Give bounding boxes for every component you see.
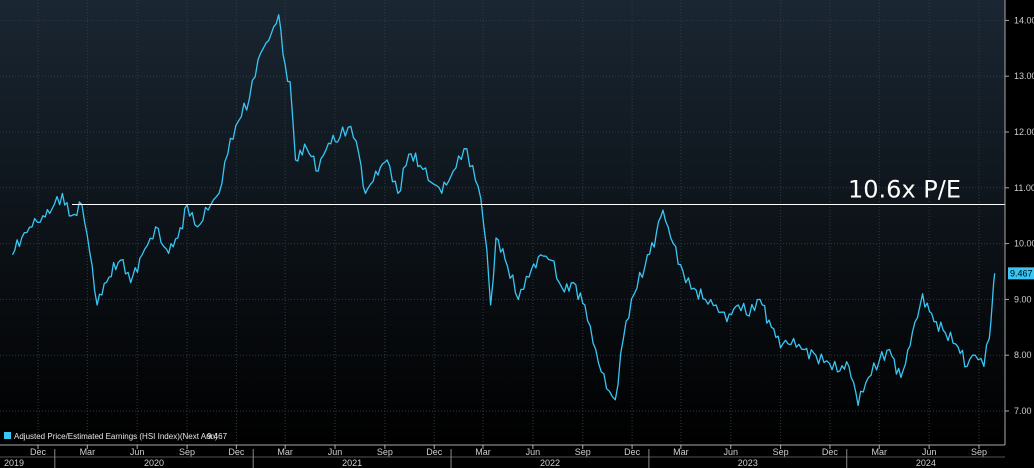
- x-tick-label: Mar: [872, 447, 888, 457]
- x-tick-label: Dec: [30, 447, 47, 457]
- year-label: 2021: [342, 458, 362, 468]
- plot-background: [0, 0, 1005, 445]
- gridlines: [0, 0, 1005, 445]
- year-axis: 2019 2020 2021 2022 2023 2024: [0, 449, 1005, 468]
- x-tick-label: Dec: [426, 447, 443, 457]
- y-tick-label: 11.00: [1014, 183, 1034, 193]
- x-tick-label: Sep: [179, 447, 195, 457]
- last-value-box: [1008, 267, 1034, 280]
- y-tick-label: 10.00: [1014, 239, 1034, 249]
- legend-swatch: [4, 432, 11, 439]
- x-tick-label: Jun: [922, 447, 937, 457]
- reference-line-label: 10.6x P/E: [848, 176, 961, 204]
- x-tick-label: Dec: [822, 447, 839, 457]
- legend-last-value: 9.467: [207, 432, 228, 441]
- y-tick-label: 7.00: [1014, 406, 1032, 416]
- x-tick-label: Jun: [526, 447, 541, 457]
- last-value-label: 9.467: [1010, 268, 1033, 278]
- x-tick-label: Jun: [130, 447, 145, 457]
- y-tick-label: 13.00: [1014, 71, 1034, 81]
- x-tick-label: Mar: [673, 447, 689, 457]
- x-tick-label: Dec: [624, 447, 641, 457]
- year-label: 2020: [144, 458, 164, 468]
- reference-line-group: 10.6x P/E: [72, 176, 1005, 206]
- y-tick-label: 9.00: [1014, 294, 1032, 304]
- y-tick-label: 8.00: [1014, 350, 1032, 360]
- x-tick-label: Mar: [80, 447, 96, 457]
- y-tick-label: 12.00: [1014, 127, 1034, 137]
- x-tick-label: Mar: [277, 447, 293, 457]
- series-group: [11, 14, 996, 407]
- x-tick-label: Dec: [228, 447, 245, 457]
- year-label: 2019: [4, 458, 24, 468]
- x-axis: Dec Mar Jun Sep Dec Mar Jun Sep Dec Mar Jun Sep Dec M…: [30, 445, 987, 457]
- year-label: 2022: [540, 458, 560, 468]
- legend: Adjusted Price/Estimated Earnings (HSI I…: [4, 432, 228, 441]
- x-tick-label: Sep: [575, 447, 591, 457]
- x-tick-label: Sep: [971, 447, 987, 457]
- x-tick-label: Jun: [328, 447, 343, 457]
- legend-series-name: Adjusted Price/Estimated Earnings (HSI I…: [14, 432, 218, 441]
- x-tick-label: Sep: [773, 447, 789, 457]
- x-tick-label: Mar: [475, 447, 491, 457]
- x-tick-label: Jun: [723, 447, 738, 457]
- last-value-tag: 9.467: [1008, 267, 1034, 280]
- series-line: [11, 14, 996, 407]
- y-tick-label: 14.00: [1014, 15, 1034, 25]
- year-label: 2023: [738, 458, 758, 468]
- x-tick-label: Sep: [377, 447, 393, 457]
- y-axis: 7.00 8.00 9.00 10.00 11.00 12.00 13.00 14.00: [1005, 15, 1034, 416]
- year-label: 2024: [916, 458, 936, 468]
